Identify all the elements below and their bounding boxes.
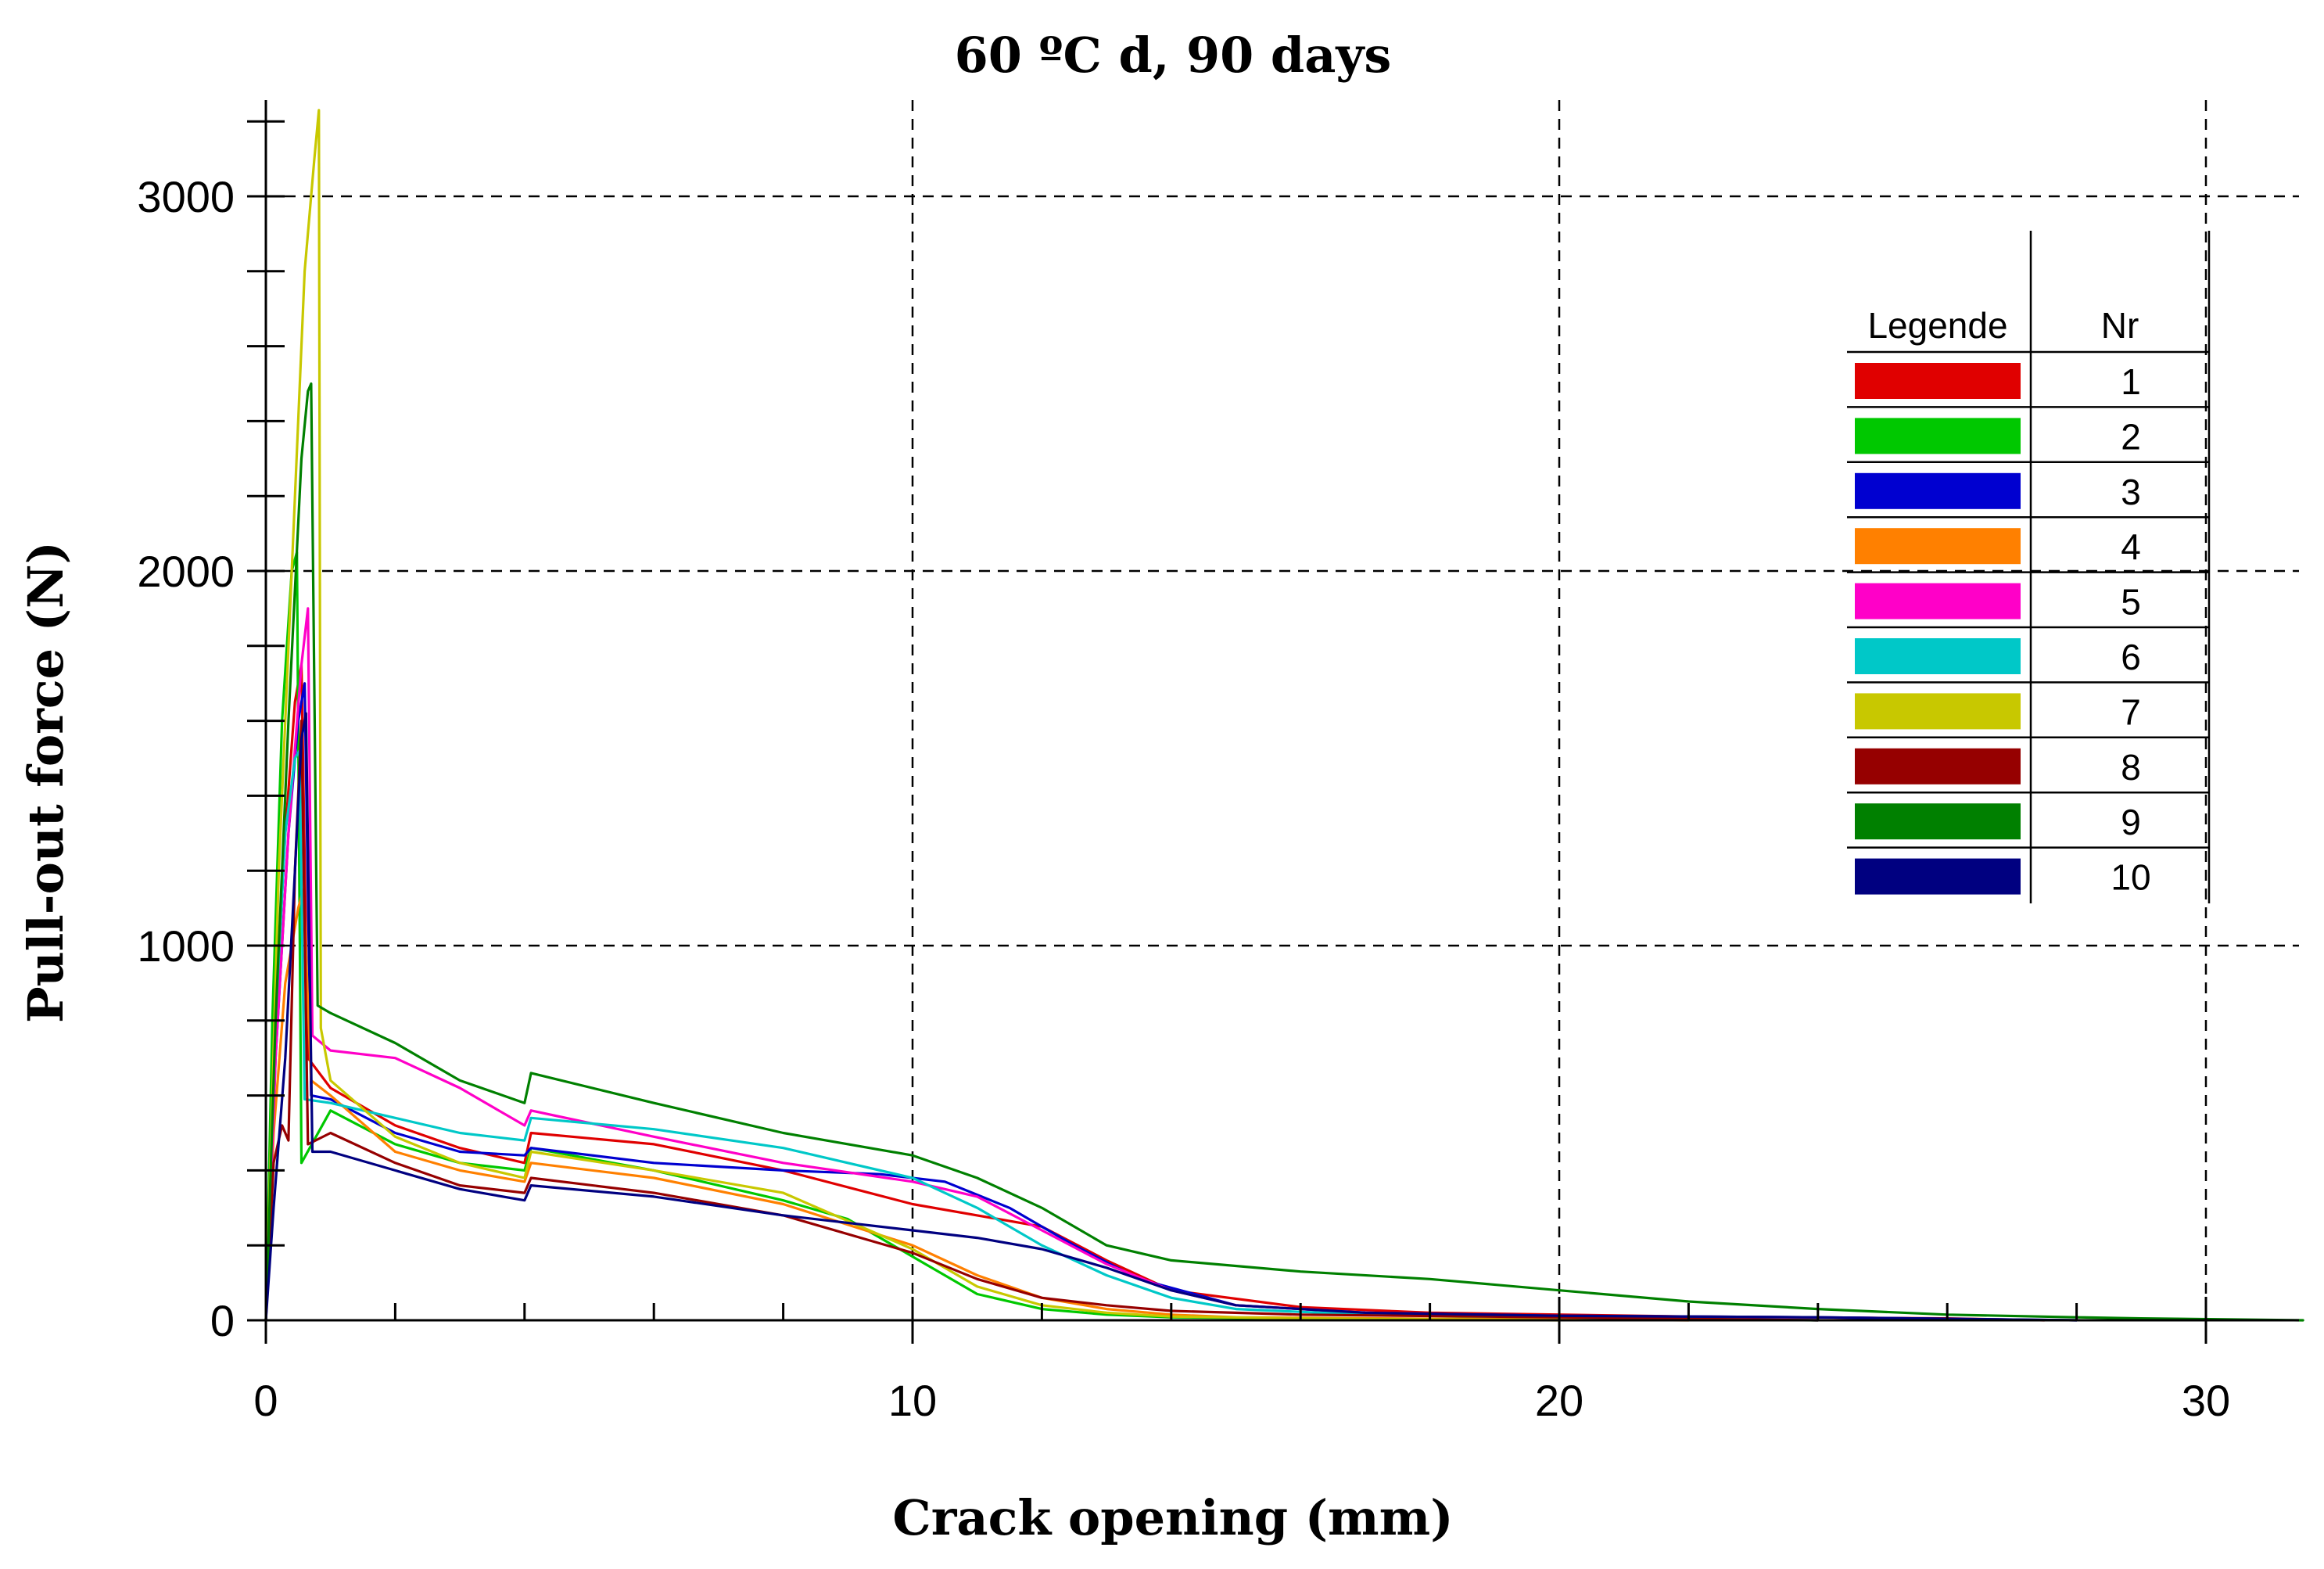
legend-label-5: 5 [2121,582,2141,623]
legend-swatch-2 [1855,418,2021,454]
x-axis-label: Crack opening (mm) [892,1489,1453,1546]
legend: Legende Nr 1 2 3 4 5 6 7 8 9 10 [1847,231,2211,903]
series-line-1 [264,663,2046,1322]
legend-label-2: 2 [2121,416,2141,457]
x-tick-label-0: 0 [253,1376,278,1425]
legend-swatch-8 [1855,748,2021,784]
legend-swatch-3 [1855,472,2021,509]
legend-label-3: 3 [2121,472,2141,512]
legend-rows: 1 2 3 4 5 6 7 8 9 10 [1847,361,2209,898]
legend-label-7: 7 [2121,691,2141,732]
series-line-5 [264,607,1820,1322]
y-tick-label-0: 0 [210,1296,235,1345]
legend-swatch-6 [1855,638,2021,674]
legend-swatch-4 [1855,528,2021,565]
legend-label-10: 10 [2111,857,2150,898]
y-tick-label-2000: 2000 [137,547,235,596]
legend-swatch-7 [1855,693,2021,730]
series-line-2 [264,551,1820,1322]
legend-label-8: 8 [2121,747,2141,788]
x-tick-label-10: 10 [888,1376,937,1425]
legend-header-nr: Nr [2101,305,2139,346]
legend-label-1: 1 [2121,361,2141,402]
legend-label-9: 9 [2121,802,2141,842]
series-line-3 [264,682,2078,1322]
chart-title: 60 ºC d, 90 days [955,27,1392,84]
legend-label-4: 4 [2121,526,2141,567]
legend-swatch-5 [1855,583,2021,619]
legend-swatch-10 [1855,858,2021,895]
y-tick-label-3000: 3000 [137,172,235,221]
series-layer [264,109,2304,1322]
series-line-6 [264,749,1820,1322]
series-line-8 [264,719,1820,1322]
axes [264,100,2299,1322]
axis-ticks [247,120,2207,1344]
y-tick-label-1000: 1000 [137,921,235,971]
series-line-4 [264,888,1690,1322]
series-line-10 [264,712,2078,1322]
x-tick-label-20: 20 [1535,1376,1583,1425]
series-line-9 [264,382,2304,1322]
legend-swatch-9 [1855,803,2021,840]
grid-lines [266,100,2299,1320]
legend-header-legende: Legende [1867,305,2007,346]
legend-label-6: 6 [2121,637,2141,677]
x-tick-label-30: 30 [2182,1376,2230,1425]
y-tick-labels: 0 1000 2000 3000 [137,172,235,1345]
legend-swatch-1 [1855,363,2021,399]
series-line-7 [264,109,1561,1322]
x-tick-labels: 0 10 20 30 [253,1376,2230,1425]
y-axis-label: Pull-out force (N) [17,541,74,1023]
